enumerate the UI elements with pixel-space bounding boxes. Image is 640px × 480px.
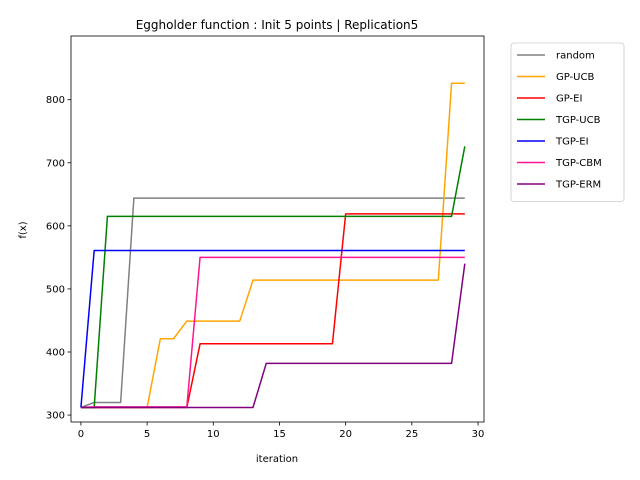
series-line-tgp-ucb — [80, 146, 466, 409]
legend-label-tgp-erm: TGP-ERM — [555, 180, 601, 191]
chart-title: Eggholder function : Init 5 points | Rep… — [136, 18, 419, 32]
y-tick-label: 500 — [46, 284, 65, 295]
legend-label-gp-ei: GP-EI — [556, 94, 582, 105]
y-tick-label: 300 — [46, 411, 65, 422]
series-line-tgp-erm — [80, 263, 466, 409]
legend: random GP-UCB GP-EI TGP-UCB TGP-EI TGP-CBM TGP… — [510, 42, 625, 202]
y-tick-label: 700 — [46, 158, 65, 169]
x-axis-label: iteration — [256, 454, 298, 465]
plot-area: 0 5 10 15 20 25 30 300 400 500 600 700 800 — [46, 35, 485, 440]
x-tick-label: 25 — [405, 429, 418, 440]
y-tick-label: 800 — [46, 95, 65, 106]
y-axis-label: f(x) — [18, 221, 29, 238]
x-tick-label: 10 — [207, 429, 220, 440]
x-tick-label: 0 — [78, 429, 84, 440]
legend-label-random: random — [556, 51, 595, 62]
series-line-random — [80, 197, 465, 409]
y-tick-label: 400 — [46, 347, 65, 358]
plot-frame — [70, 35, 485, 423]
x-tick-label: 20 — [339, 429, 352, 440]
legend-label-tgp-ei: TGP-EI — [555, 137, 589, 148]
series-line-gp-ucb — [80, 82, 465, 409]
y-tick-label: 600 — [46, 221, 65, 232]
x-tick-label: 30 — [472, 429, 485, 440]
series-line-gp-ei — [80, 213, 465, 409]
legend-label-tgp-ucb: TGP-UCB — [555, 115, 601, 126]
x-tick-label: 15 — [273, 429, 286, 440]
x-tick-label: 5 — [144, 429, 150, 440]
legend-label-gp-ucb: GP-UCB — [556, 72, 594, 83]
legend-label-tgp-cbm: TGP-CBM — [555, 158, 602, 169]
series-line-tgp-ei — [80, 249, 465, 408]
